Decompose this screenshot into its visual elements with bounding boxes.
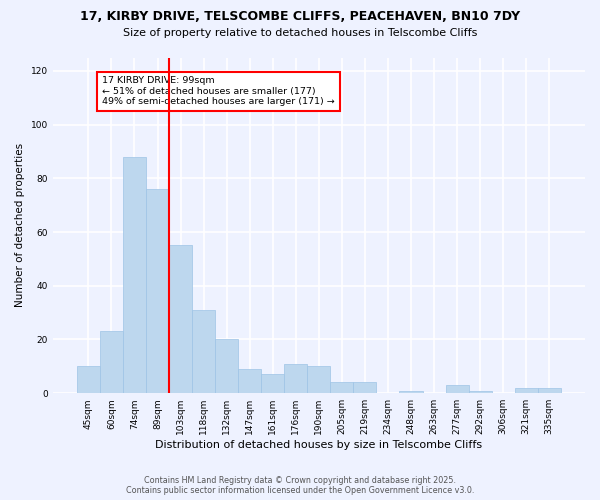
Bar <box>353 382 376 393</box>
Bar <box>169 246 192 393</box>
Bar <box>515 388 538 393</box>
Bar <box>446 385 469 393</box>
Text: 17, KIRBY DRIVE, TELSCOMBE CLIFFS, PEACEHAVEN, BN10 7DY: 17, KIRBY DRIVE, TELSCOMBE CLIFFS, PEACE… <box>80 10 520 23</box>
Bar <box>331 382 353 393</box>
Bar <box>215 340 238 393</box>
Bar <box>123 157 146 393</box>
Bar <box>146 189 169 393</box>
Bar <box>77 366 100 393</box>
Bar <box>284 364 307 393</box>
Bar <box>192 310 215 393</box>
Bar <box>100 332 123 393</box>
X-axis label: Distribution of detached houses by size in Telscombe Cliffs: Distribution of detached houses by size … <box>155 440 482 450</box>
Bar <box>307 366 331 393</box>
Y-axis label: Number of detached properties: Number of detached properties <box>15 144 25 308</box>
Text: Size of property relative to detached houses in Telscombe Cliffs: Size of property relative to detached ho… <box>123 28 477 38</box>
Bar <box>469 390 491 393</box>
Text: Contains HM Land Registry data © Crown copyright and database right 2025.
Contai: Contains HM Land Registry data © Crown c… <box>126 476 474 495</box>
Bar <box>400 390 422 393</box>
Bar <box>538 388 561 393</box>
Bar <box>261 374 284 393</box>
Text: 17 KIRBY DRIVE: 99sqm
← 51% of detached houses are smaller (177)
49% of semi-det: 17 KIRBY DRIVE: 99sqm ← 51% of detached … <box>102 76 335 106</box>
Bar <box>238 369 261 393</box>
